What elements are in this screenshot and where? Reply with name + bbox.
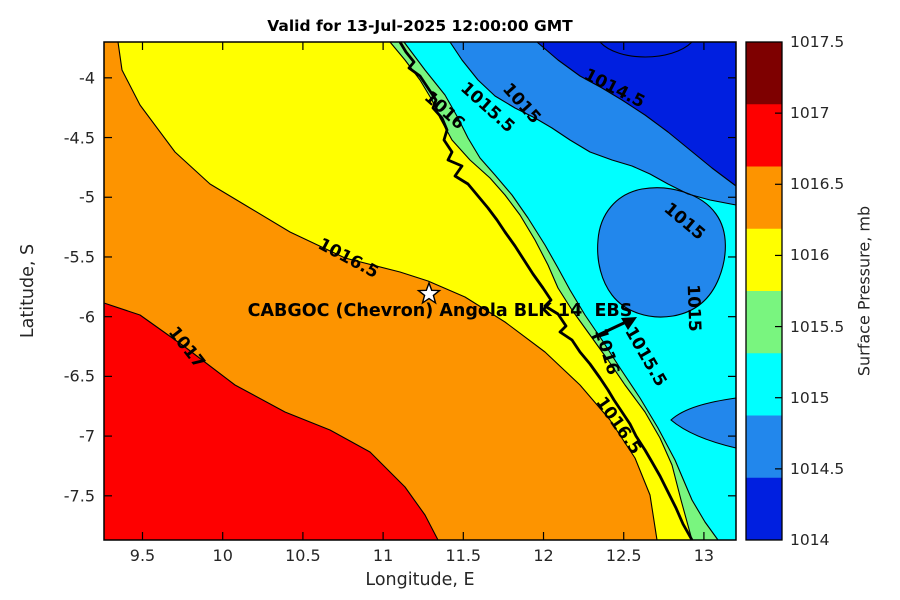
colorbar-tick-label: 1016.5 xyxy=(790,175,845,194)
colorbar-segment xyxy=(746,166,782,230)
site-marker-group xyxy=(416,280,637,340)
colorbar-outline xyxy=(745,41,783,541)
fill-above-1017-red xyxy=(104,303,438,540)
colorbar-segments xyxy=(746,42,782,541)
site-arrow-head-icon xyxy=(621,317,637,330)
contour-line-1017 xyxy=(103,302,439,541)
colorbar-tick-label: 1015.5 xyxy=(790,317,845,336)
colorbar-tick-label: 1017 xyxy=(790,104,830,123)
y-tick-label: -4 xyxy=(79,68,95,88)
colorbar-label: Surface Pressure, mb xyxy=(854,205,874,377)
colorbar-segment xyxy=(746,353,782,416)
axis-tick-marks xyxy=(104,42,736,540)
contour-line-1015p5 xyxy=(403,41,719,541)
colorbar-segment xyxy=(746,104,782,167)
plot-title: Valid for 13-Jul-2025 12:00:00 GMT xyxy=(267,17,573,35)
fill-below-1014p5-darkblue xyxy=(537,42,736,186)
contour-line-1015 xyxy=(449,41,737,206)
x-axis-label: Longitude, E xyxy=(365,570,475,590)
y-tick-label: -4.5 xyxy=(63,128,95,148)
x-tick-label: 9.5 xyxy=(129,546,156,565)
site-arrow-icon xyxy=(591,320,627,340)
y-tick-label: -5.5 xyxy=(63,247,95,267)
x-tick-label: 12.5 xyxy=(605,546,642,565)
x-tick-label: 11 xyxy=(372,546,394,565)
y-tick-label: -7.5 xyxy=(63,486,95,506)
contour-line-1014 xyxy=(599,41,693,58)
colorbar-tick-label: 1017.5 xyxy=(790,33,845,51)
site-label: CABGOC (Chevron) Angola BLK 14 EBS xyxy=(247,301,633,321)
colorbar-tick-label: 1014.5 xyxy=(790,459,845,478)
x-tick-label: 12 xyxy=(533,546,554,565)
x-tick-label: 10 xyxy=(212,546,233,565)
y-tick-label: -6.5 xyxy=(63,366,95,386)
colorbar-segment xyxy=(746,42,782,105)
colorbar-tick-label: 1014 xyxy=(790,531,830,549)
contour-label: 1015 xyxy=(682,283,705,332)
blue-low-pocket-inshore xyxy=(597,187,726,318)
contour-line-1016 xyxy=(389,41,693,541)
y-tick-label: -5 xyxy=(79,187,95,207)
colorbar-tick-label: 1016 xyxy=(790,246,830,265)
x-tick-label: 10.5 xyxy=(285,546,321,565)
y-tick-label: -6 xyxy=(79,307,95,327)
axes-box xyxy=(103,41,737,541)
y-tick-label: -7 xyxy=(79,426,95,446)
x-tick-label: 13 xyxy=(693,546,715,565)
colorbar-segment xyxy=(746,477,782,541)
colorbar-segment xyxy=(746,228,782,292)
star-marker-icon xyxy=(416,280,442,305)
blue-low-pocket-right-edge xyxy=(670,397,737,449)
colorbar-tick-marks xyxy=(775,112,782,470)
x-tick-label: 11.5 xyxy=(445,546,482,565)
colorbar-segment xyxy=(746,291,782,354)
filled-contour-bands xyxy=(104,42,737,540)
colorbar-segment xyxy=(746,415,782,479)
contour-lines xyxy=(103,41,737,541)
contour-line-1014p5 xyxy=(536,41,737,187)
coastline xyxy=(398,41,694,541)
colorbar-tick-label: 1015 xyxy=(790,388,830,407)
contour-line-1016p5 xyxy=(117,41,658,541)
